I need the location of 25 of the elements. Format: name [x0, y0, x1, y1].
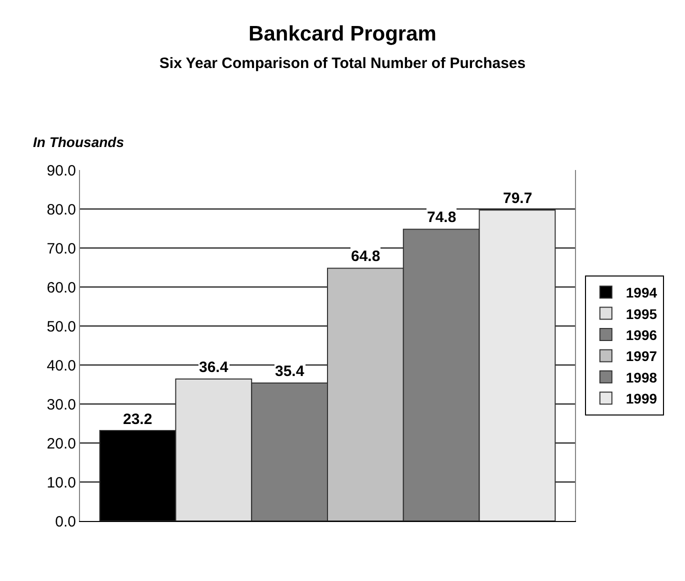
data-label: 36.4: [199, 359, 229, 376]
y-tick-label: 60.0: [46, 279, 76, 296]
y-tick-label: 80.0: [46, 201, 76, 218]
y-tick-label: 20.0: [46, 435, 76, 452]
y-tick-label: 40.0: [46, 357, 76, 374]
y-tick-label: 30.0: [46, 396, 76, 414]
legend-label: 1995: [626, 306, 658, 322]
chart-title: Bankcard Program: [248, 22, 436, 46]
legend-label: 1996: [626, 326, 658, 343]
y-tick-label: 50.0: [46, 318, 76, 336]
chart-subtitle: Six Year Comparison of Total Number of Purchases: [159, 54, 526, 72]
data-label: 64.8: [351, 248, 380, 265]
y-tick-label: 90.0: [46, 162, 76, 180]
legend-label: 1997: [626, 348, 658, 364]
y-tick-label: 0.0: [55, 513, 76, 530]
legend-label: 1998: [626, 369, 658, 386]
data-label: 23.2: [123, 411, 152, 428]
data-label: 74.8: [427, 209, 456, 226]
data-label: 35.4: [275, 363, 305, 380]
y-tick-label: 10.0: [46, 474, 76, 492]
y-tick-label: 70.0: [46, 240, 76, 258]
legend-label: 1999: [626, 390, 658, 407]
data-label: 79.7: [503, 190, 532, 207]
y-axis-title: In Thousands: [33, 134, 124, 150]
legend-label: 1994: [626, 284, 658, 301]
